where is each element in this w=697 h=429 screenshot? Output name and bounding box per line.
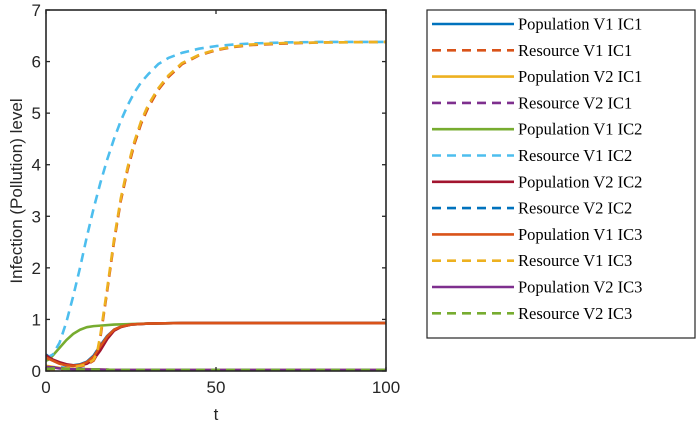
y-tick-label: 4 <box>32 156 41 175</box>
legend-entry-resource-v1-ic1: Resource V1 IC1 <box>432 41 632 60</box>
y-tick-label: 7 <box>32 1 41 20</box>
series-line-resource-v1-ic3 <box>45 40 387 371</box>
legend-entry-resource-v2-ic1: Resource V2 IC1 <box>432 93 632 112</box>
legend-entry-resource-v1-ic2: Resource V1 IC2 <box>432 146 632 165</box>
legend-entry-resource-v2-ic3: Resource V2 IC3 <box>432 304 632 323</box>
legend-label: Resource V2 IC2 <box>518 199 632 218</box>
y-tick-label: 1 <box>32 310 41 329</box>
legend: Population V1 IC1 Resource V1 IC1 Populati… <box>426 9 696 339</box>
legend-entry-resource-v2-ic2: Resource V2 IC2 <box>432 199 632 218</box>
y-tick-label: 0 <box>32 362 41 381</box>
plot-area: 0 50 100 0 1 2 3 4 5 6 7 <box>32 1 401 397</box>
y-tick-label: 6 <box>32 53 41 72</box>
legend-entry-population-v1-ic2: Population V1 IC2 <box>432 120 642 139</box>
y-tick-label: 2 <box>32 259 41 278</box>
legend-box <box>426 9 696 339</box>
series-line-population-v1-ic3 <box>45 321 386 368</box>
legend-label: Population V2 IC3 <box>518 278 642 297</box>
x-tick-label: 0 <box>41 378 50 397</box>
y-axis-label: Infection (Pollution) level <box>7 98 26 283</box>
legend-entry-population-v2-ic1: Population V2 IC1 <box>432 67 642 86</box>
y-tick-label: 5 <box>32 104 41 123</box>
legend-entry-resource-v1-ic3: Resource V1 IC3 <box>432 251 632 270</box>
legend-label: Population V1 IC1 <box>518 15 642 34</box>
legend-label: Population V2 IC1 <box>518 67 642 86</box>
series-layer <box>45 40 387 372</box>
legend-entry-population-v1-ic3: Population V1 IC3 <box>432 225 642 244</box>
legend-label: Resource V1 IC2 <box>518 146 632 165</box>
legend-entry-population-v1-ic1: Population V1 IC1 <box>432 15 642 34</box>
legend-label: Resource V1 IC1 <box>518 41 632 60</box>
legend-label: Resource V2 IC1 <box>518 93 632 112</box>
x-tick-label: 100 <box>372 378 400 397</box>
series-line-resource-v2-ic3 <box>45 367 386 372</box>
legend-label: Population V1 IC3 <box>518 225 642 244</box>
plot-background <box>46 10 386 371</box>
x-tick-label: 50 <box>207 378 226 397</box>
tick-layer: 0 50 100 0 1 2 3 4 5 6 7 <box>32 1 401 397</box>
y-tick-label: 3 <box>32 207 41 226</box>
series-line-resource-v1-ic2 <box>45 40 386 360</box>
legend-label: Population V2 IC2 <box>518 172 642 191</box>
legend-label: Population V1 IC2 <box>518 120 642 139</box>
legend-label: Resource V2 IC3 <box>518 304 632 323</box>
legend-entry-population-v2-ic3: Population V2 IC3 <box>432 278 642 297</box>
legend-entry-population-v2-ic2: Population V2 IC2 <box>432 172 642 191</box>
legend-label: Resource V1 IC3 <box>518 251 632 270</box>
x-axis-label: t <box>214 405 219 424</box>
legend-entries: Population V1 IC1 Resource V1 IC1 Populati… <box>432 15 642 323</box>
